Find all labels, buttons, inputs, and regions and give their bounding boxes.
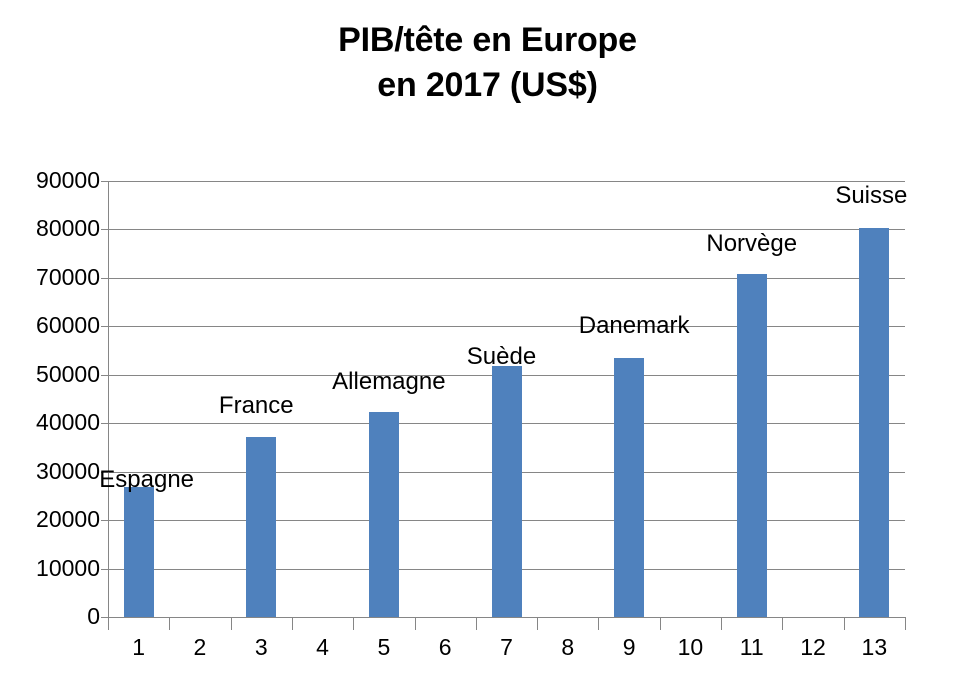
x-axis-tick-6 [475,617,477,630]
bar-danemark[interactable] [614,357,645,617]
y-axis-label-30000: 30000 [36,457,100,484]
x-axis-label-7: 7 [500,634,513,660]
gridline-60000 [108,326,905,328]
y-axis-label-0: 0 [87,603,100,629]
bar-espagne[interactable] [123,486,154,617]
x-axis-label-4: 4 [316,634,329,660]
y-axis-tick-30000 [101,471,109,473]
y-axis-tick-0 [101,617,109,618]
y-axis-label-90000: 90000 [36,167,100,193]
bar-allemagne[interactable] [368,412,399,617]
x-axis-tick-9 [659,617,661,630]
data-label-suisse: Suisse [835,181,908,209]
y-axis-label-80000: 80000 [36,215,100,242]
y-axis-tick-60000 [101,326,109,328]
y-axis-label-40000: 40000 [36,409,100,436]
bar-norvège[interactable] [736,273,767,617]
x-axis-tick-3 [291,617,293,630]
y-axis-tick-50000 [101,374,109,376]
x-axis-label-9: 9 [622,634,636,660]
x-axis-tick-7 [537,617,539,630]
y-axis-tick-40000 [101,423,109,425]
y-axis-line [108,181,109,617]
y-axis-tick-20000 [101,520,109,522]
y-axis-label-60000: 60000 [36,312,100,339]
y-axis-tick-90000 [101,181,109,182]
y-axis-label-10000: 10000 [36,554,100,581]
bar-suède[interactable] [491,366,522,617]
x-axis-label-8: 8 [561,634,575,660]
x-axis-label-6: 6 [438,634,452,660]
bar-france[interactable] [246,436,277,617]
y-axis-tick-80000 [101,229,109,231]
data-label-france: France [218,391,294,419]
gridline-90000 [108,181,905,182]
gridline-80000 [108,229,905,231]
x-axis-tick-2 [230,617,232,630]
gridline-0 [108,617,905,618]
x-axis-tick-1 [169,617,171,630]
bar-suisse[interactable] [859,227,890,617]
x-axis-label-1: 1 [132,634,146,660]
x-axis-label-13: 13 [861,634,888,660]
y-axis-labels: 0 10000 20000 30000 40000 50000 60000 70000 8000… [0,0,100,674]
x-axis-label-3: 3 [254,634,268,660]
data-label-espagne: Espagne [99,465,195,493]
x-axis-tick-11 [782,617,784,630]
data-label-danemark: Danemark [578,311,690,339]
x-axis-label-10: 10 [677,634,704,660]
y-axis-tick-10000 [101,568,109,570]
x-axis-tick-13 [905,617,906,630]
x-axis-tick-4 [353,617,355,630]
gridline-70000 [108,277,905,279]
y-axis-label-70000: 70000 [36,263,100,290]
y-axis-label-20000: 20000 [36,506,100,533]
y-axis-label-50000: 50000 [36,360,100,387]
x-axis-label-2: 2 [193,634,207,660]
data-label-suède: Suède [466,343,537,371]
chart-title-line-2: en 2017 (US$) [377,66,598,105]
chart-title: PIB/tête en Europe en 2017 (US$) [0,18,975,108]
x-axis-tick-12 [843,617,845,630]
data-label-norvège: Norvège [706,229,798,257]
x-axis-tick-10 [721,617,723,630]
chart-title-line-1: PIB/tête en Europe [338,21,637,59]
plot-area [108,181,905,618]
x-axis-tick-0 [108,617,109,630]
x-axis-label-11: 11 [739,634,764,660]
x-axis-tick-5 [414,617,416,630]
x-axis-label-5: 5 [377,634,391,660]
x-axis-tick-8 [598,617,600,630]
x-axis-label-12: 12 [800,634,826,660]
y-axis-tick-70000 [101,277,109,279]
data-label-allemagne: Allemagne [332,368,446,396]
